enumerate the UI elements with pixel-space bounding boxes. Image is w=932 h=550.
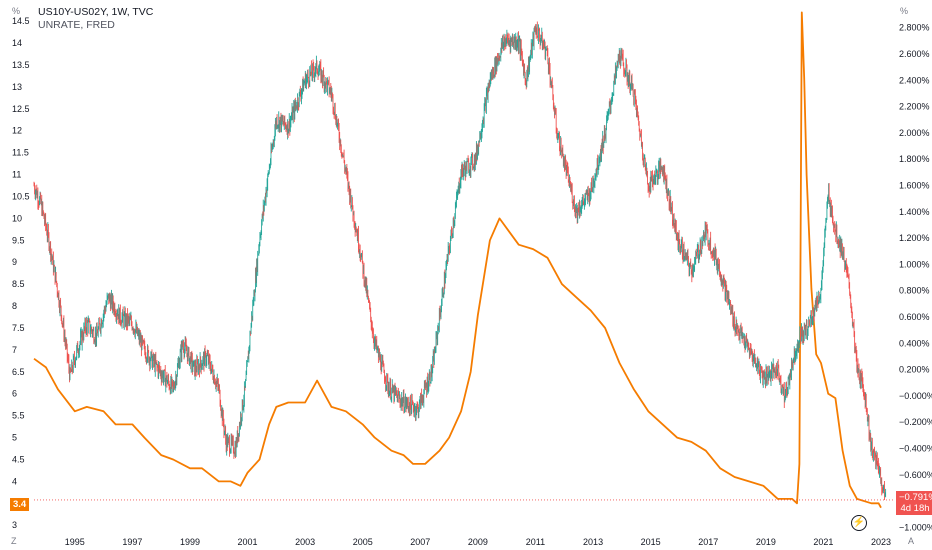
left-axis-unit: % xyxy=(12,6,21,16)
left-tick-label: 3 xyxy=(12,520,17,530)
left-value-badge: 3.4 xyxy=(10,498,30,511)
x-tick-label: 2023 xyxy=(871,537,891,547)
left-tick-label: 8 xyxy=(12,301,17,311)
right-tick-label: 2.800% xyxy=(899,23,930,33)
right-tick-label: 0.800% xyxy=(899,286,930,296)
right-tick-label: −1.000% xyxy=(899,522,932,532)
right-tick-label: 2.000% xyxy=(899,128,930,138)
left-tick-label: 9 xyxy=(12,257,17,267)
left-tick-label: 12 xyxy=(12,126,22,136)
x-tick-label: 2011 xyxy=(526,537,545,547)
chart-legend: US10Y-US02Y, 1W, TVC UNRATE, FRED xyxy=(38,6,153,32)
auto-scale-button[interactable]: A xyxy=(908,536,915,546)
x-tick-label: 2001 xyxy=(238,537,258,547)
bar-countdown-text: 4d 18h xyxy=(900,503,930,514)
right-tick-label: 1.600% xyxy=(899,181,930,191)
left-tick-label: 9.5 xyxy=(12,235,25,245)
left-axis: 33.544.555.566.577.588.599.51010.51111.5… xyxy=(12,16,30,530)
right-tick-label: 0.600% xyxy=(899,312,930,322)
x-tick-label: 2003 xyxy=(295,537,315,547)
right-tick-label: −0.600% xyxy=(899,470,932,480)
x-tick-label: 2005 xyxy=(353,537,373,547)
left-tick-label: 13.5 xyxy=(12,60,30,70)
x-tick-label: 1995 xyxy=(65,537,85,547)
left-tick-label: 5 xyxy=(12,433,17,443)
unrate-line xyxy=(33,11,882,509)
right-tick-label: 1.800% xyxy=(899,154,930,164)
x-tick-label: 2015 xyxy=(641,537,661,547)
x-tick-label: 2019 xyxy=(756,537,776,547)
left-tick-label: 6 xyxy=(12,389,17,399)
right-tick-label: 2.600% xyxy=(899,49,930,59)
x-axis: 1995 1997 1999 2001 2003 2005 2007 2009 2011 2013… xyxy=(65,537,891,547)
right-tick-label: 0.200% xyxy=(899,365,930,375)
left-tick-label: 7.5 xyxy=(12,323,25,333)
left-tick-label: 10.5 xyxy=(12,191,30,201)
right-tick-label: 2.400% xyxy=(899,75,930,85)
left-tick-label: 11.5 xyxy=(12,148,29,158)
left-tick-label: 11 xyxy=(12,170,21,180)
x-tick-label: 1999 xyxy=(180,537,200,547)
right-tick-label: 1.400% xyxy=(899,207,930,217)
z-order-button[interactable]: Z xyxy=(11,536,17,546)
left-tick-label: 5.5 xyxy=(12,411,25,421)
right-tick-label: −0.400% xyxy=(899,444,932,454)
left-tick-label: 6.5 xyxy=(12,367,25,377)
right-tick-label: 0.400% xyxy=(899,338,930,348)
left-tick-label: 12.5 xyxy=(12,104,30,114)
spread-series xyxy=(33,21,887,500)
x-tick-label: 2007 xyxy=(410,537,430,547)
x-tick-label: 1997 xyxy=(122,537,142,547)
left-tick-label: 14 xyxy=(12,38,22,48)
right-axis-unit: % xyxy=(900,6,909,16)
left-tick-label: 8.5 xyxy=(12,279,25,289)
left-tick-label: 4 xyxy=(12,476,17,486)
x-tick-label: 2013 xyxy=(583,537,603,547)
right-value-badge: −0.791% 4d 18h xyxy=(896,491,932,515)
left-tick-label: 13 xyxy=(12,82,22,92)
lightning-bolt-icon[interactable]: ⚡ xyxy=(851,515,867,531)
right-tick-label: 1.000% xyxy=(899,259,930,269)
left-tick-label: 14.5 xyxy=(12,16,30,26)
x-tick-label: 2021 xyxy=(813,537,833,547)
right-value-text: −0.791% xyxy=(899,492,932,503)
legend-series-unrate[interactable]: UNRATE, FRED xyxy=(38,19,115,31)
right-axis: −1.000%−0.800%−0.600%−0.400%−0.200%−0.00… xyxy=(899,23,932,533)
right-tick-label: −0.200% xyxy=(899,417,932,427)
right-tick-label: −0.000% xyxy=(899,391,932,401)
legend-series-spread[interactable]: US10Y-US02Y, 1W, TVC xyxy=(38,6,154,18)
x-tick-label: 2017 xyxy=(698,537,718,547)
x-tick-label: 2009 xyxy=(468,537,488,547)
right-tick-label: 1.200% xyxy=(899,233,930,243)
left-tick-label: 7 xyxy=(12,345,17,355)
unrate-series xyxy=(33,11,882,509)
right-tick-label: 2.200% xyxy=(899,102,930,112)
left-tick-label: 10 xyxy=(12,213,22,223)
left-tick-label: 4.5 xyxy=(12,454,25,464)
